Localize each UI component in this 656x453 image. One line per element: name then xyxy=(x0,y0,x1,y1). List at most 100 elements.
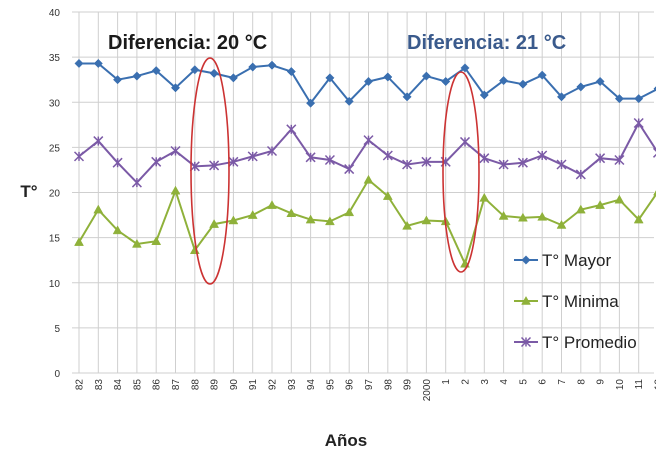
x-tick-label: 89 xyxy=(210,379,221,391)
data-point-t-promedio xyxy=(112,157,123,168)
x-tick-label: 85 xyxy=(132,379,143,391)
data-point-t-promedio xyxy=(459,136,471,147)
highlight-ellipse-2 xyxy=(442,71,480,273)
x-tick-label: 5 xyxy=(518,379,529,385)
x-tick-label: 87 xyxy=(171,379,182,391)
x-tick-label: 9 xyxy=(596,379,607,385)
data-point-t-promedio xyxy=(498,159,509,170)
y-tick-label: 20 xyxy=(49,189,61,200)
data-point-t-minima xyxy=(479,192,490,202)
legend: T° Mayor T° Minima T° Promedio xyxy=(514,251,637,352)
data-point-t-mayor xyxy=(228,73,238,83)
data-point-t-promedio xyxy=(344,164,355,175)
data-point-t-promedio xyxy=(479,153,490,164)
data-point-t-mayor xyxy=(421,71,431,81)
data-point-t-promedio xyxy=(151,156,162,167)
data-point-t-minima xyxy=(537,211,548,221)
data-point-t-minima xyxy=(556,219,567,229)
data-point-t-mayor xyxy=(325,73,335,83)
data-point-t-promedio xyxy=(247,151,258,162)
x-tick-label: 6 xyxy=(538,379,549,385)
data-point-t-minima xyxy=(595,200,606,209)
x-tick-label: 2000 xyxy=(422,379,433,402)
data-point-t-minima xyxy=(267,200,277,209)
data-point-t-minima xyxy=(151,236,162,245)
x-tick-label: 92 xyxy=(268,379,279,391)
data-point-t-mayor xyxy=(306,98,316,108)
x-tick-label: 11 xyxy=(634,379,645,390)
gridlines xyxy=(72,11,654,374)
data-point-t-mayor xyxy=(402,92,412,102)
data-point-t-promedio xyxy=(131,177,142,188)
y-tick-label: 40 xyxy=(49,8,61,19)
data-point-t-minima xyxy=(209,219,220,228)
x-tick-label: 94 xyxy=(306,379,317,391)
data-point-t-minima xyxy=(74,237,84,246)
y-tick-label: 15 xyxy=(49,234,61,245)
data-point-t-promedio xyxy=(363,135,374,146)
annotation-diferencia-21: Diferencia: 21 °C xyxy=(407,32,566,54)
series-lines xyxy=(73,58,656,268)
x-tick-label: 95 xyxy=(325,379,336,391)
data-point-t-mayor xyxy=(614,94,624,104)
data-point-t-minima xyxy=(633,214,644,224)
data-point-t-mayor xyxy=(93,58,103,68)
data-point-t-promedio xyxy=(324,154,335,166)
x-tick-label: 97 xyxy=(364,379,375,391)
x-tick-label: 7 xyxy=(557,379,568,385)
data-point-t-promedio xyxy=(614,154,625,166)
data-point-t-mayor xyxy=(595,76,605,87)
x-tick-label: 84 xyxy=(113,379,124,391)
x-tick-label: 83 xyxy=(94,379,105,391)
data-point-t-promedio xyxy=(652,147,656,158)
data-point-t-promedio xyxy=(305,152,316,163)
x-tick-label: 1 xyxy=(441,379,452,385)
data-point-t-minima xyxy=(286,208,297,218)
x-tick-label: 8 xyxy=(576,379,587,385)
data-point-t-promedio xyxy=(73,151,85,162)
x-tick-label: 96 xyxy=(345,379,356,391)
data-point-t-promedio xyxy=(421,156,432,167)
data-point-t-mayor xyxy=(537,70,547,80)
x-tick-label: 2 xyxy=(461,379,472,385)
x-tick-label: 90 xyxy=(229,379,240,391)
data-point-t-minima xyxy=(382,191,393,200)
data-point-t-promedio xyxy=(382,150,393,161)
y-tick-label: 35 xyxy=(49,53,61,64)
data-point-t-mayor xyxy=(363,76,374,87)
data-point-t-minima xyxy=(228,215,239,225)
x-tick-label: 99 xyxy=(403,379,414,391)
x-tick-label: 86 xyxy=(152,379,163,391)
x-tick-label: 91 xyxy=(248,379,259,391)
x-axis-title: Años xyxy=(325,431,368,450)
data-point-t-minima xyxy=(305,214,316,224)
highlight-ellipse-1 xyxy=(190,57,230,285)
data-point-t-minima xyxy=(112,225,123,235)
legend-marker-t-mayor xyxy=(521,255,531,265)
data-point-t-minima xyxy=(575,204,586,214)
data-point-t-mayor xyxy=(460,63,470,73)
series-line-t-promedio xyxy=(78,121,656,185)
legend-label-t-mayor: T° Mayor xyxy=(542,251,611,270)
y-axis-ticks: 0 5 10 15 20 25 30 35 40 xyxy=(49,8,61,380)
data-point-t-minima xyxy=(498,210,509,220)
data-point-t-mayor xyxy=(190,65,200,75)
x-axis-ticks: 82 83 84 85 86 87 88 89 90 91 92 93 94 95 96 97 98 99 2000… xyxy=(75,379,656,402)
data-point-t-promedio xyxy=(537,150,548,161)
x-tick-label: 88 xyxy=(190,379,201,391)
data-point-t-minima xyxy=(131,238,142,248)
data-point-t-mayor xyxy=(286,67,296,77)
x-tick-label: 3 xyxy=(480,379,491,385)
x-tick-label: 10 xyxy=(615,379,626,391)
data-point-t-mayor xyxy=(344,96,354,106)
data-point-t-mayor xyxy=(518,79,528,89)
y-tick-label: 5 xyxy=(54,324,60,335)
data-point-t-minima xyxy=(363,174,374,184)
data-point-t-minima xyxy=(247,210,258,219)
data-point-t-minima xyxy=(344,207,355,217)
data-point-t-mayor xyxy=(653,86,656,92)
data-point-t-promedio xyxy=(286,124,297,135)
x-tick-label: 98 xyxy=(383,379,394,391)
data-point-t-promedio xyxy=(93,136,104,147)
data-point-t-mayor xyxy=(248,62,258,72)
